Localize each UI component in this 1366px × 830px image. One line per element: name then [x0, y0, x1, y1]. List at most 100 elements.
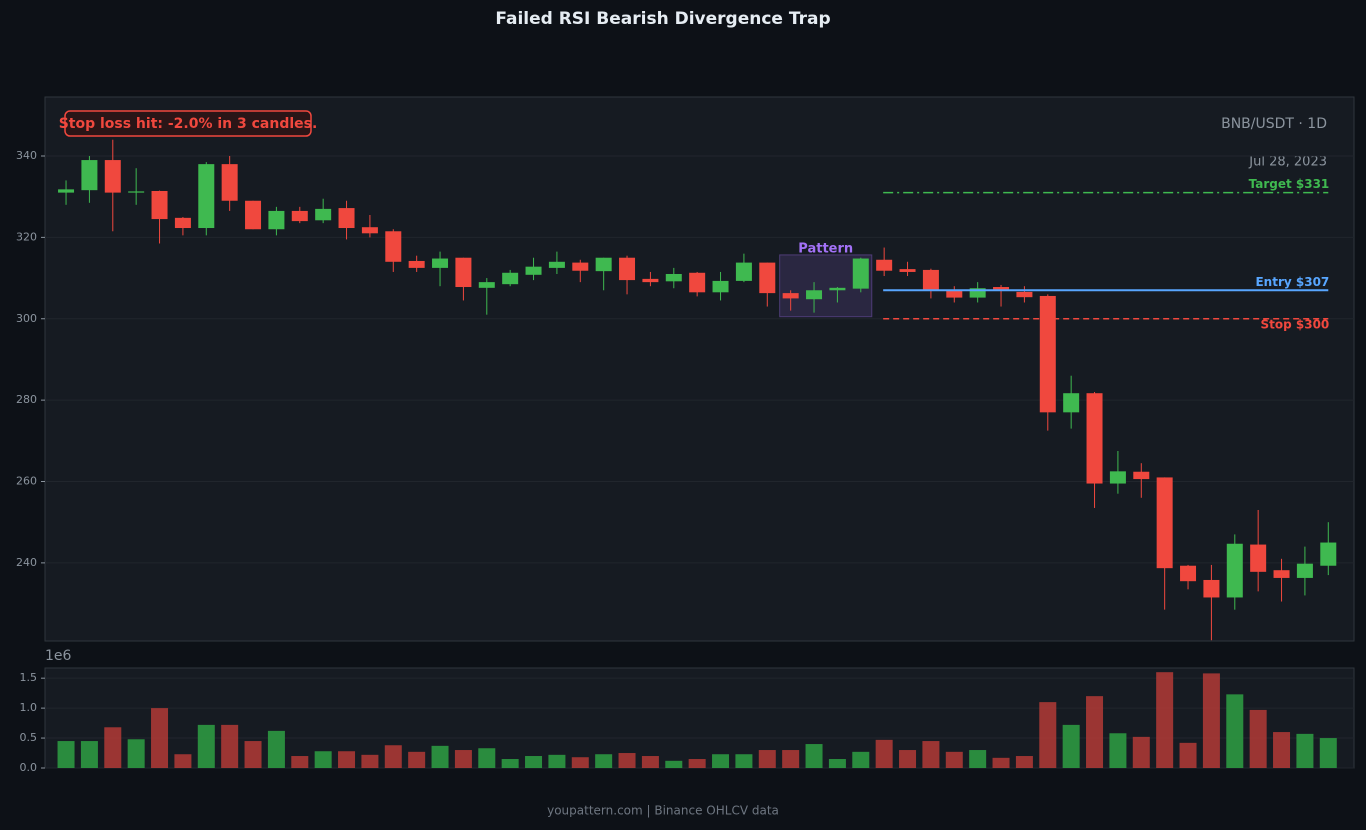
candle-body: [81, 160, 98, 191]
candle-body: [385, 231, 402, 262]
candle-body: [525, 266, 542, 275]
candle-body: [969, 288, 986, 298]
volume-bar: [805, 744, 823, 768]
candle-body: [361, 227, 378, 234]
candle-body: [151, 190, 168, 220]
candle-body: [1250, 544, 1267, 572]
volume-bar: [688, 759, 706, 768]
volume-bar: [1296, 733, 1314, 768]
volume-bar: [969, 750, 987, 768]
volume-bar: [595, 754, 613, 768]
candle-body: [548, 261, 565, 268]
volume-bar: [221, 724, 239, 768]
volume-bar: [665, 760, 683, 768]
volume-bar: [922, 741, 940, 768]
candle-body: [315, 208, 332, 221]
y-tick-label: 280: [16, 393, 37, 406]
candle-body: [432, 258, 449, 268]
volume-bar: [338, 751, 356, 768]
volume-bar: [104, 727, 122, 768]
chart-title: Failed RSI Bearish Divergence Trap: [495, 9, 830, 29]
candle-body: [619, 257, 636, 281]
volume-bar: [1132, 736, 1150, 768]
candle-body: [268, 210, 285, 230]
volume-bar: [1086, 696, 1104, 768]
volume-bar: [1062, 724, 1080, 768]
candle-body: [1180, 565, 1197, 582]
volume-bar: [361, 754, 379, 768]
volume-bar: [501, 759, 519, 768]
candle-body: [104, 160, 121, 193]
volume-bar: [945, 751, 963, 768]
candle-body: [829, 287, 846, 291]
candle-body: [58, 189, 75, 193]
candle-body: [1156, 477, 1173, 569]
candle-body: [852, 258, 869, 289]
y-tick-label: 0.0: [20, 761, 38, 774]
candle-body: [993, 287, 1010, 290]
candle-body: [245, 200, 262, 230]
candle-body: [1063, 393, 1080, 413]
candle-body: [922, 269, 939, 291]
volume-bar: [314, 751, 332, 768]
volume-bar: [431, 745, 449, 768]
volume-bar: [571, 757, 589, 768]
volume-bar: [875, 739, 893, 768]
volume-bar: [57, 741, 75, 768]
candle-body: [221, 164, 238, 201]
y-tick-label: 1.0: [20, 701, 38, 714]
candle-body: [1203, 579, 1220, 598]
candle-body: [1296, 563, 1313, 578]
candle-body: [946, 290, 963, 298]
y-tick-label: 320: [16, 230, 37, 243]
volume-bar: [782, 750, 800, 768]
candle-body: [291, 210, 308, 222]
level-label: Target $331: [1249, 177, 1330, 191]
volume-bar: [852, 751, 870, 768]
volume-bar: [1226, 694, 1244, 768]
pattern-label: Pattern: [798, 241, 853, 256]
volume-bar: [992, 757, 1010, 768]
volume-bar: [1109, 733, 1127, 768]
volume-bar: [454, 750, 472, 768]
volume-bar: [618, 753, 636, 768]
volume-bar: [291, 756, 309, 768]
candle-body: [806, 290, 823, 300]
symbol: BNB/USDT · 1D: [1221, 116, 1327, 132]
volume-bar: [267, 730, 285, 768]
candle-body: [502, 272, 519, 285]
volume-bar: [80, 741, 98, 768]
volume-bar: [1015, 756, 1033, 768]
volume-bar: [1319, 738, 1337, 768]
volume-bar: [408, 751, 426, 768]
volume-bar: [478, 748, 496, 768]
date: Jul 28, 2023: [1248, 155, 1327, 170]
candle-body: [876, 259, 893, 271]
candle-body: [689, 272, 706, 293]
candle-body: [595, 257, 612, 272]
result-text: Stop loss hit: -2.0% in 3 candles.: [59, 116, 318, 132]
volume-bar: [1039, 702, 1057, 768]
y-tick-label: 0.5: [20, 731, 38, 744]
volume-bar: [641, 756, 659, 768]
candle-body: [665, 273, 682, 282]
candle-body: [899, 269, 916, 272]
candle-body: [1320, 542, 1337, 566]
volume-bar: [197, 724, 215, 768]
volume-bar: [127, 739, 145, 768]
volume-bar: [151, 708, 169, 768]
candle-body: [1086, 393, 1103, 484]
candle-body: [455, 257, 472, 288]
volume-bar: [525, 756, 543, 768]
footer: youpattern.com | Binance OHLCV data: [547, 804, 779, 818]
volume-bar: [828, 759, 846, 768]
volume-bar: [899, 750, 917, 768]
candle-body: [759, 262, 776, 294]
y-tick-label: 260: [16, 475, 37, 488]
candle-body: [338, 208, 355, 229]
volume-bar: [712, 754, 730, 768]
candle-body: [1133, 471, 1150, 480]
y-tick-label: 1.5: [20, 671, 38, 684]
volume-bar: [244, 741, 262, 768]
